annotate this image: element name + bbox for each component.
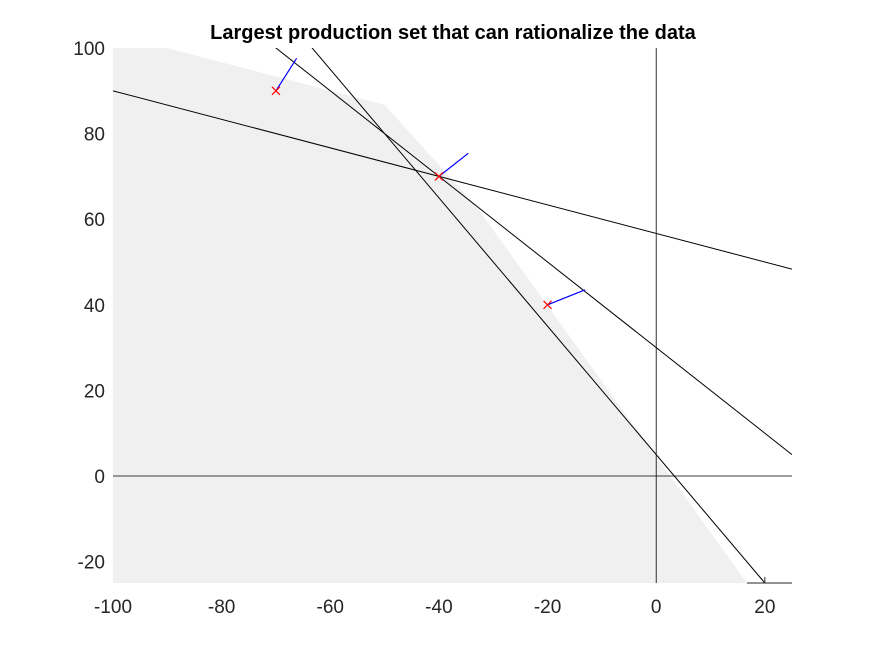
y-tick-label: 60 — [84, 210, 105, 231]
marker-stroke — [543, 300, 552, 310]
price-vector-3 — [547, 289, 586, 306]
iso-profit-line-3 — [311, 48, 766, 583]
price-vector-1 — [275, 57, 298, 92]
plot-clipped — [113, 48, 792, 583]
y-tick-label: 0 — [94, 467, 105, 488]
price-vector-2 — [438, 152, 469, 177]
y-tick-label: 80 — [84, 125, 105, 146]
x-tick-label: 20 — [754, 597, 775, 618]
iso-profit-line-2 — [275, 48, 792, 455]
marker-stroke — [434, 171, 444, 181]
production-set-region — [113, 48, 747, 583]
plot-area — [113, 48, 792, 583]
tick-labels: -100 -80 -60 -40 -20 0 20 -20 0 20 40 60 80 100 — [73, 39, 792, 618]
observation-marker-1 — [271, 86, 281, 96]
y-tick-label: 100 — [73, 39, 105, 60]
chart-title: Largest production set that can rational… — [210, 22, 697, 44]
iso-profit-line-1 — [113, 90, 792, 270]
marker-stroke — [271, 86, 281, 96]
y-tick-label: 40 — [84, 296, 105, 317]
x-tick-label: 0 — [651, 597, 662, 618]
x-tick-label: -40 — [425, 597, 452, 618]
x-tick-label: -20 — [534, 597, 561, 618]
x-tick-label: -80 — [208, 597, 235, 618]
x-tick-label: -60 — [317, 597, 344, 618]
observation-marker-3 — [543, 300, 552, 310]
y-tick-label: -20 — [78, 553, 105, 574]
observation-marker-2 — [434, 171, 444, 181]
x-tick-label: -100 — [94, 597, 132, 618]
y-tick-label: 20 — [84, 381, 105, 402]
